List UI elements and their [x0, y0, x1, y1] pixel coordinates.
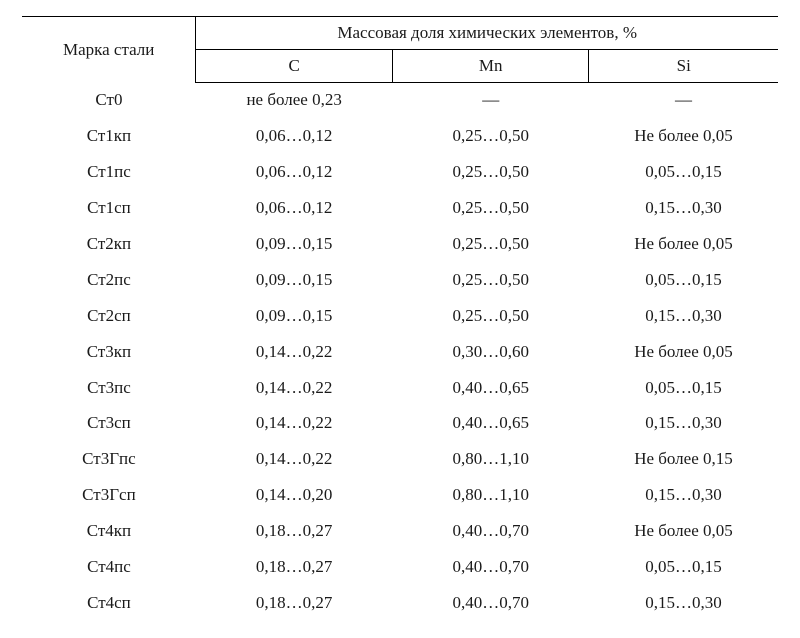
cell-c: 0,14…0,22	[196, 335, 393, 371]
cell-si: 0,05…0,15	[589, 155, 778, 191]
table-row: Ст4сп0,18…0,270,40…0,700,15…0,30	[22, 586, 778, 622]
steel-composition-table: Марка стали Массовая доля химических эле…	[22, 16, 778, 622]
cell-si: 0,15…0,30	[589, 299, 778, 335]
cell-mn: 0,80…1,10	[392, 478, 589, 514]
cell-c: 0,09…0,15	[196, 263, 393, 299]
cell-c: 0,18…0,27	[196, 514, 393, 550]
cell-mn: 0,30…0,60	[392, 335, 589, 371]
cell-c: 0,06…0,12	[196, 155, 393, 191]
table-row: Ст2пс0,09…0,150,25…0,500,05…0,15	[22, 263, 778, 299]
cell-si: 0,05…0,15	[589, 371, 778, 407]
cell-si: Не более 0,15	[589, 442, 778, 478]
table-row: Ст4пс0,18…0,270,40…0,700,05…0,15	[22, 550, 778, 586]
cell-c: 0,14…0,22	[196, 442, 393, 478]
cell-grade: Ст4сп	[22, 586, 196, 622]
cell-c: 0,18…0,27	[196, 550, 393, 586]
cell-mn: 0,25…0,50	[392, 119, 589, 155]
table-row: Ст4кп0,18…0,270,40…0,70Не более 0,05	[22, 514, 778, 550]
header-si: Si	[589, 50, 778, 83]
cell-grade: Ст0	[22, 83, 196, 119]
cell-mn: 0,40…0,70	[392, 550, 589, 586]
cell-grade: Ст4пс	[22, 550, 196, 586]
cell-grade: Ст1сп	[22, 191, 196, 227]
table-row: Ст1пс0,06…0,120,25…0,500,05…0,15	[22, 155, 778, 191]
cell-mn: 0,25…0,50	[392, 299, 589, 335]
cell-si: Не более 0,05	[589, 335, 778, 371]
cell-si: —	[589, 83, 778, 119]
cell-grade: Ст1кп	[22, 119, 196, 155]
table-row: Ст3Гпс0,14…0,220,80…1,10Не более 0,15	[22, 442, 778, 478]
cell-grade: Ст2кп	[22, 227, 196, 263]
cell-c: 0,14…0,22	[196, 371, 393, 407]
cell-c: не более 0,23	[196, 83, 393, 119]
cell-c: 0,14…0,22	[196, 406, 393, 442]
header-mn: Mn	[392, 50, 589, 83]
cell-grade: Ст3кп	[22, 335, 196, 371]
cell-c: 0,09…0,15	[196, 299, 393, 335]
cell-mn: 0,40…0,65	[392, 371, 589, 407]
cell-si: 0,15…0,30	[589, 586, 778, 622]
cell-c: 0,14…0,20	[196, 478, 393, 514]
cell-mn: 0,25…0,50	[392, 155, 589, 191]
table-body: Ст0не более 0,23——Ст1кп0,06…0,120,25…0,5…	[22, 83, 778, 623]
cell-grade: Ст3пс	[22, 371, 196, 407]
cell-grade: Ст4кп	[22, 514, 196, 550]
cell-c: 0,18…0,27	[196, 586, 393, 622]
table-row: Ст3сп0,14…0,220,40…0,650,15…0,30	[22, 406, 778, 442]
cell-si: 0,15…0,30	[589, 406, 778, 442]
cell-si: 0,05…0,15	[589, 263, 778, 299]
header-grade: Марка стали	[22, 17, 196, 83]
table-row: Ст2сп0,09…0,150,25…0,500,15…0,30	[22, 299, 778, 335]
cell-mn: 0,80…1,10	[392, 442, 589, 478]
cell-c: 0,09…0,15	[196, 227, 393, 263]
table-row: Ст3пс0,14…0,220,40…0,650,05…0,15	[22, 371, 778, 407]
cell-mn: 0,25…0,50	[392, 191, 589, 227]
cell-grade: Ст3сп	[22, 406, 196, 442]
table-row: Ст0не более 0,23——	[22, 83, 778, 119]
cell-mn: —	[392, 83, 589, 119]
cell-si: 0,05…0,15	[589, 550, 778, 586]
cell-mn: 0,40…0,70	[392, 586, 589, 622]
cell-grade: Ст3Гпс	[22, 442, 196, 478]
table-row: Ст3кп0,14…0,220,30…0,60Не более 0,05	[22, 335, 778, 371]
header-c: C	[196, 50, 393, 83]
cell-c: 0,06…0,12	[196, 191, 393, 227]
cell-si: Не более 0,05	[589, 514, 778, 550]
cell-mn: 0,40…0,65	[392, 406, 589, 442]
cell-grade: Ст3Гсп	[22, 478, 196, 514]
table-row: Ст1сп0,06…0,120,25…0,500,15…0,30	[22, 191, 778, 227]
cell-si: 0,15…0,30	[589, 478, 778, 514]
cell-si: Не более 0,05	[589, 119, 778, 155]
table-row: Ст2кп0,09…0,150,25…0,50Не более 0,05	[22, 227, 778, 263]
table-row: Ст1кп0,06…0,120,25…0,50Не более 0,05	[22, 119, 778, 155]
cell-si: 0,15…0,30	[589, 191, 778, 227]
header-group: Массовая доля химических элементов, %	[196, 17, 778, 50]
cell-mn: 0,25…0,50	[392, 227, 589, 263]
table-row: Ст3Гсп0,14…0,200,80…1,100,15…0,30	[22, 478, 778, 514]
cell-mn: 0,25…0,50	[392, 263, 589, 299]
cell-c: 0,06…0,12	[196, 119, 393, 155]
cell-mn: 0,40…0,70	[392, 514, 589, 550]
cell-grade: Ст1пс	[22, 155, 196, 191]
cell-grade: Ст2пс	[22, 263, 196, 299]
cell-grade: Ст2сп	[22, 299, 196, 335]
cell-si: Не более 0,05	[589, 227, 778, 263]
